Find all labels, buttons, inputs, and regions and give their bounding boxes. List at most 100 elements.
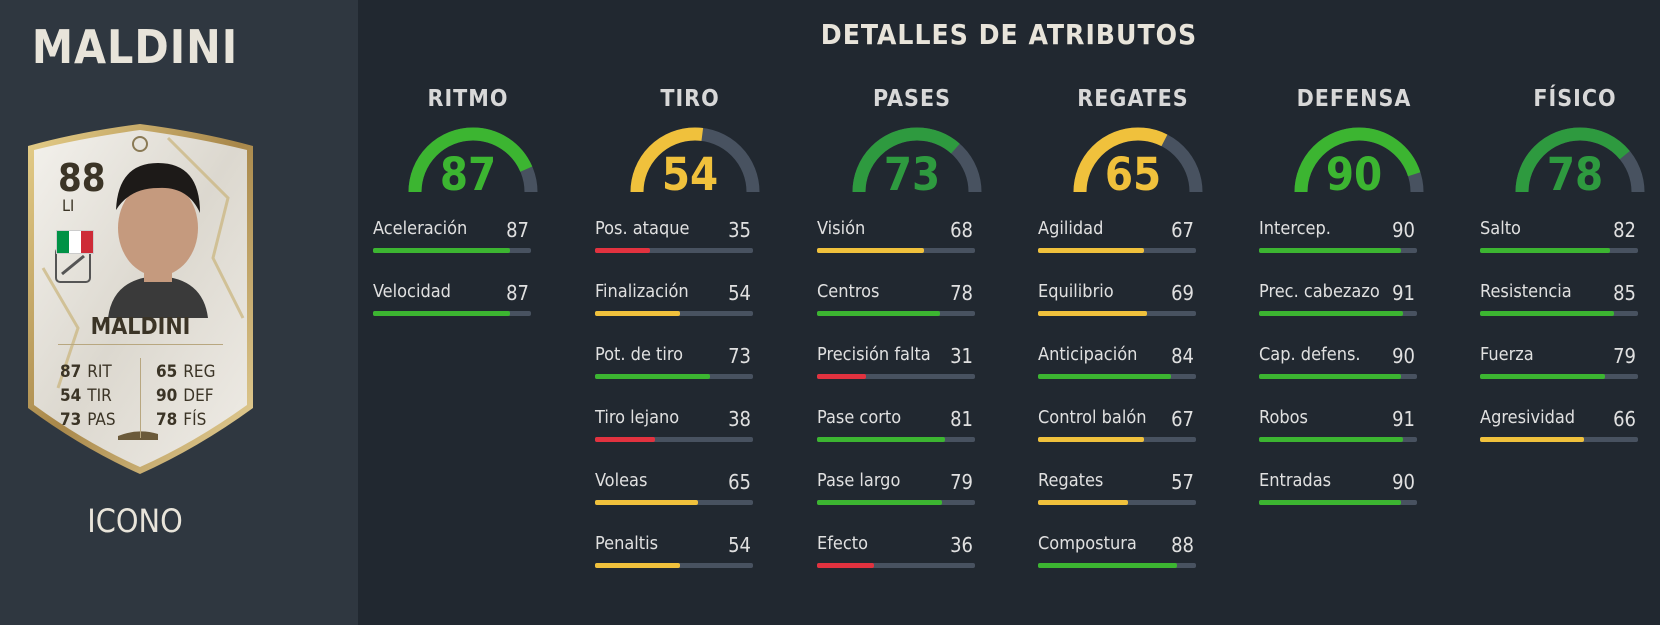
category-name: FÍSICO [1533, 86, 1617, 112]
attribute-row: Centros 78 [817, 281, 975, 331]
attribute-row: Fuerza 79 [1480, 344, 1638, 394]
attribute-bar [373, 311, 531, 316]
attribute-row: Pot. de tiro 73 [595, 344, 753, 394]
category-name: REGATES [1077, 86, 1189, 112]
attribute-name: Agilidad [1038, 218, 1104, 239]
attribute-value: 36 [950, 533, 973, 557]
attribute-value: 79 [950, 470, 973, 494]
attribute-bar-fill [1259, 437, 1403, 442]
attribute-bar [373, 248, 531, 253]
attribute-name: Precisión falta [817, 344, 931, 365]
attribute-bar-fill [595, 437, 656, 442]
card-stat: 54 TIR [60, 386, 112, 406]
attribute-name: Efecto [817, 533, 869, 554]
attribute-value: 31 [950, 344, 973, 368]
attribute-name: Voleas [595, 470, 648, 491]
attribute-row: Entradas 90 [1259, 470, 1417, 520]
category-name: RITMO [427, 86, 509, 112]
attribute-row: Agresividad 66 [1480, 407, 1638, 457]
attribute-row: Equilibrio 69 [1038, 281, 1196, 331]
category-rating: 90 [1325, 148, 1383, 201]
attribute-value: 87 [506, 281, 529, 305]
gauge-fill [852, 127, 982, 193]
attribute-row: Prec. cabezazo 91 [1259, 281, 1417, 331]
category-name: PASES [872, 86, 951, 112]
attribute-bar-fill [1480, 248, 1610, 253]
attribute-bar-fill [1038, 500, 1129, 505]
attribute-bar-fill [595, 500, 698, 505]
rating-gauge [852, 127, 982, 193]
card-stat: 73 PAS [60, 410, 116, 430]
attribute-row: Voleas 65 [595, 470, 753, 520]
attribute-row: Efecto 36 [817, 533, 975, 583]
attribute-value: 79 [1613, 344, 1636, 368]
attribute-bar-fill [1480, 437, 1585, 442]
page-title: DETALLES DE ATRIBUTOS [820, 18, 1198, 51]
attribute-bar [1038, 563, 1196, 568]
attribute-row: Penaltis 54 [595, 533, 753, 583]
attribute-row: Intercep. 90 [1259, 218, 1417, 268]
attribute-name: Velocidad [373, 281, 451, 302]
attribute-value: 91 [1392, 281, 1415, 305]
gauge-fill [408, 127, 538, 193]
attribute-bar-fill [817, 563, 874, 568]
attribute-bar [817, 437, 975, 442]
attribute-bar [817, 500, 975, 505]
attribute-value: 91 [1392, 407, 1415, 431]
attribute-value: 67 [1171, 407, 1194, 431]
attribute-value: 90 [1392, 218, 1415, 242]
category-rating: 54 [661, 148, 719, 201]
card-stat: 78 FÍS [156, 410, 207, 430]
card-divider-vertical [140, 358, 141, 438]
attribute-name: Compostura [1038, 533, 1137, 554]
attribute-row: Anticipación 84 [1038, 344, 1196, 394]
attribute-value: 57 [1171, 470, 1194, 494]
italy-flag-icon [56, 230, 94, 254]
attribute-bar-fill [817, 437, 945, 442]
attribute-name: Pase largo [817, 470, 901, 491]
attribute-name: Agresividad [1480, 407, 1576, 428]
attribute-bar-fill [595, 311, 681, 316]
attribute-name: Cap. defens. [1259, 344, 1361, 365]
attribute-name: Control balón [1038, 407, 1147, 428]
attribute-name: Entradas [1259, 470, 1332, 491]
attribute-value: 69 [1171, 281, 1194, 305]
attribute-bar-fill [817, 374, 866, 379]
attribute-value: 68 [950, 218, 973, 242]
player-panel: MALDINI [0, 0, 358, 625]
attribute-bar [595, 437, 753, 442]
attribute-value: 88 [1171, 533, 1194, 557]
card-name: MALDINI [90, 314, 191, 340]
attribute-row: Control balón 67 [1038, 407, 1196, 457]
attribute-name: Intercep. [1259, 218, 1331, 239]
attribute-name: Centros [817, 281, 880, 302]
rating-gauge [1515, 127, 1645, 193]
attribute-row: Resistencia 85 [1480, 281, 1638, 331]
attribute-bar-fill [595, 248, 651, 253]
attribute-name: Fuerza [1480, 344, 1534, 365]
rating-gauge [630, 127, 760, 193]
attribute-value: 78 [950, 281, 973, 305]
attribute-name: Pos. ataque [595, 218, 690, 239]
attribute-bar [1259, 437, 1417, 442]
attribute-row: Compostura 88 [1038, 533, 1196, 583]
attribute-bar [1480, 374, 1638, 379]
attribute-name: Finalización [595, 281, 689, 302]
attribute-row: Agilidad 67 [1038, 218, 1196, 268]
attribute-name: Visión [817, 218, 866, 239]
attribute-value: 73 [728, 344, 751, 368]
attribute-bar-fill [373, 311, 511, 316]
attribute-bar-fill [1480, 311, 1615, 316]
attribute-bar-fill [1038, 437, 1144, 442]
attribute-name: Robos [1259, 407, 1308, 428]
gauge-fill [630, 127, 760, 193]
attribute-bar-fill [373, 248, 511, 253]
card-position: LI [62, 196, 75, 215]
attribute-bar [1259, 500, 1417, 505]
player-card[interactable]: 88 LI MALDINI 87 RIT 54 TIR 73 PAS 65 REG 90… [18, 118, 263, 480]
category-rating: 78 [1546, 148, 1604, 201]
attribute-bar-fill [595, 374, 711, 379]
attribute-bar [595, 311, 753, 316]
attribute-bar [1038, 311, 1196, 316]
attribute-value: 54 [728, 533, 751, 557]
